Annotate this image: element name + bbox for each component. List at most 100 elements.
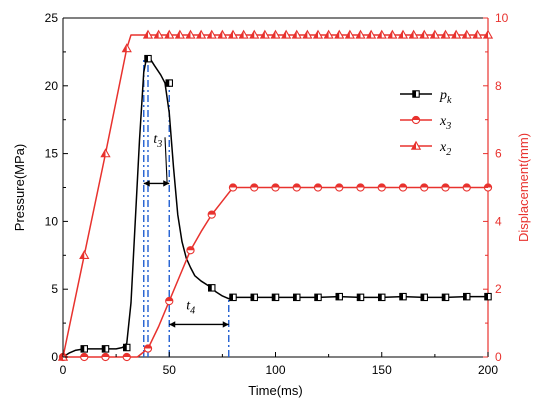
point-pk <box>420 293 428 302</box>
point-x3 <box>207 210 216 219</box>
point-pk-fill <box>463 293 467 300</box>
legend-label-x3: x3 <box>439 114 451 132</box>
point-x2 <box>376 29 387 39</box>
point-x2 <box>227 29 239 39</box>
point-pk <box>399 292 407 301</box>
y-right-tick-label: 6 <box>495 147 502 161</box>
point-x2 <box>153 29 164 39</box>
x-tick-label: 100 <box>265 363 285 377</box>
y-left-tick-label: 5 <box>51 282 58 296</box>
point-x2-fill <box>388 30 393 39</box>
point-pk-fill <box>208 284 212 292</box>
point-x2-fill <box>207 30 212 39</box>
point-pk <box>144 54 152 63</box>
point-x2 <box>323 29 334 39</box>
legend-label-x2: x2 <box>439 140 451 158</box>
y-right-tick-label: 0 <box>495 350 502 364</box>
y-left-tick-label: 20 <box>45 79 59 93</box>
point-x3-fill <box>441 183 450 188</box>
point-pk <box>165 79 174 87</box>
point-x2-fill <box>143 30 148 39</box>
point-x2-fill <box>239 30 244 39</box>
annotation-t3: t3 <box>143 132 170 187</box>
legend-marker-pk-fill <box>412 90 416 98</box>
point-x2-fill <box>356 30 361 39</box>
point-pk-fill <box>272 294 276 301</box>
point-x2 <box>472 29 483 39</box>
point-x3-fill <box>356 183 365 188</box>
point-pk <box>292 293 301 302</box>
annotations: t3 t4 <box>143 132 229 328</box>
series-x3 <box>58 183 493 362</box>
point-x2 <box>291 29 302 39</box>
series-line-x3 <box>63 186 488 358</box>
y-right-tick-label: 4 <box>495 214 502 228</box>
point-pk-fill <box>166 79 170 87</box>
x-tick-label: 50 <box>163 363 177 377</box>
point-x2 <box>259 29 271 39</box>
point-x2 <box>334 29 345 39</box>
y-left-tick-label: 0 <box>51 350 58 364</box>
point-x3-fill <box>229 183 237 188</box>
point-x2-fill <box>292 30 297 39</box>
point-x2-fill <box>122 44 127 52</box>
point-x3-fill <box>144 344 152 349</box>
point-x3-fill <box>101 353 110 357</box>
point-x2 <box>365 29 377 39</box>
point-x2-fill <box>345 30 350 39</box>
point-x2-fill <box>409 30 414 39</box>
point-x2 <box>142 29 154 39</box>
y-left-tick-label: 15 <box>45 147 59 161</box>
point-x2 <box>249 29 260 39</box>
point-x2 <box>100 148 111 158</box>
point-x2-fill <box>250 30 255 39</box>
point-pk <box>484 292 492 301</box>
point-x3 <box>80 352 89 362</box>
point-x3 <box>186 246 195 255</box>
annotation-t4: t4 <box>169 299 229 328</box>
point-x2 <box>217 29 228 39</box>
point-pk-fill <box>378 294 382 301</box>
point-x3 <box>165 296 174 306</box>
point-pk-fill <box>81 345 85 353</box>
point-x2 <box>429 29 441 39</box>
point-x3-fill <box>165 297 173 302</box>
x-tick-label: 150 <box>372 363 392 377</box>
point-x2-fill <box>441 30 446 39</box>
legend-item-x2: x2 <box>400 140 451 158</box>
point-x2-fill <box>324 30 329 39</box>
point-x2-fill <box>228 30 233 39</box>
point-x2-fill <box>462 30 467 39</box>
series-line-x2 <box>62 34 488 358</box>
point-x2 <box>185 29 196 39</box>
point-x2 <box>450 29 462 39</box>
point-x2-fill <box>483 30 488 39</box>
point-x3-fill <box>186 246 195 251</box>
point-x2 <box>121 43 132 53</box>
point-x2 <box>79 249 90 259</box>
annotation-label: t3 <box>153 132 162 150</box>
point-x3 <box>250 183 259 192</box>
point-x2-fill <box>451 30 457 39</box>
point-pk <box>314 293 322 302</box>
point-x3-fill <box>484 183 492 188</box>
point-pk-fill <box>123 344 127 351</box>
point-x3 <box>313 183 323 192</box>
point-pk-fill <box>293 294 297 301</box>
point-pk <box>271 293 280 302</box>
point-x2-fill <box>218 30 223 39</box>
series-layer <box>57 29 494 362</box>
arrow-head <box>143 180 150 187</box>
point-x3 <box>271 183 280 192</box>
point-x3 <box>356 183 365 192</box>
y-right-tick-label: 8 <box>495 79 502 93</box>
point-pk <box>229 293 237 302</box>
point-pk-fill <box>229 294 233 301</box>
legend-marker-pk <box>412 90 420 98</box>
point-x3-fill <box>250 183 258 188</box>
point-pk-fill <box>484 293 488 300</box>
point-x2 <box>238 29 249 39</box>
x-tick-label: 200 <box>478 363 498 377</box>
